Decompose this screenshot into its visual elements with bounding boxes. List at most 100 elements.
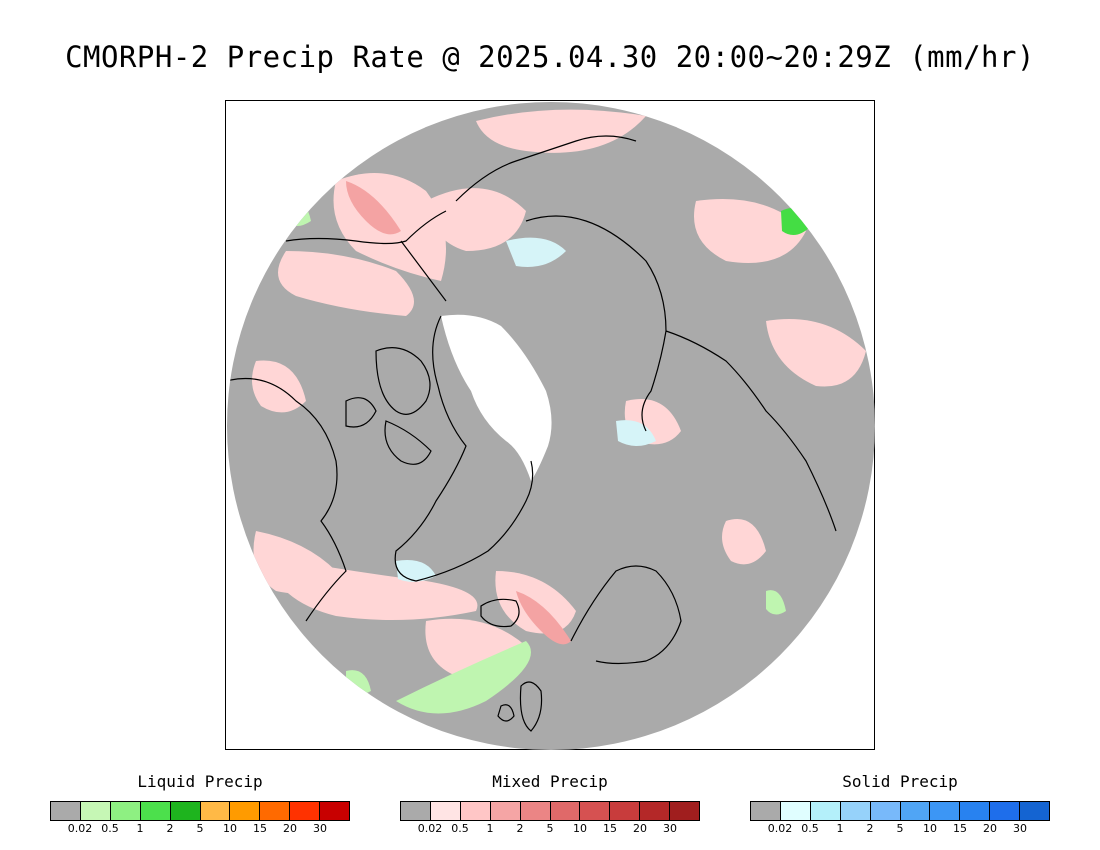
legend-tick-label: 0.02	[417, 822, 443, 835]
legend-colorbar	[50, 801, 350, 821]
precip-region-mixed	[722, 519, 766, 565]
legend-tick-label: 5	[896, 822, 904, 835]
precip-region-liquid	[766, 590, 786, 615]
legend-solid: Solid Precip 0.02 0.5 1 2 5 10 15 20 30	[750, 772, 1050, 836]
precip-region-solid	[396, 560, 436, 582]
legend-tick-label: 0.5	[801, 822, 819, 835]
legend-swatch	[900, 802, 931, 820]
precip-region-liquid	[396, 641, 531, 714]
legend-swatch	[780, 802, 811, 820]
precip-region-mixed	[476, 109, 646, 153]
legend-tick-label: 15	[953, 822, 967, 835]
legend-tick-label: 1	[486, 822, 494, 835]
coastline-siberia	[455, 135, 667, 432]
legend-tick-label: 2	[516, 822, 524, 835]
legend-swatch	[290, 802, 321, 820]
legend-ticks: 0.02 0.5 1 2 5 10 15 20 30	[750, 822, 1050, 836]
legend-swatch	[110, 802, 141, 820]
legend-tick-label: 1	[136, 822, 144, 835]
dateline-segment	[400, 240, 447, 302]
coastline-greenland	[394, 315, 534, 582]
coastline-alaska	[285, 210, 447, 245]
legend-swatch	[870, 802, 901, 820]
legend-swatch	[401, 802, 431, 820]
legend-swatch	[200, 802, 231, 820]
map-svg	[227, 102, 875, 750]
precip-region-solid	[616, 420, 656, 446]
legend-colorbar	[750, 801, 1050, 821]
legend-ticks: 0.02 0.5 1 2 5 10 15 20 30	[50, 822, 350, 836]
polar-precip-map	[225, 100, 875, 750]
legend-tick-label: 20	[283, 822, 297, 835]
legend-swatch	[1020, 802, 1050, 820]
legend-swatch	[260, 802, 291, 820]
precip-region-mixed	[266, 556, 478, 620]
coastline-british-isles	[497, 681, 543, 732]
coastline-iceland	[480, 598, 520, 628]
legend-swatch	[610, 802, 641, 820]
legend-swatch	[751, 802, 781, 820]
legend-swatch	[490, 802, 521, 820]
legend-tick-label: 2	[166, 822, 174, 835]
legend-swatch	[520, 802, 551, 820]
legend-swatch	[80, 802, 111, 820]
legend-swatch	[430, 802, 461, 820]
legend-tick-label: 15	[603, 822, 617, 835]
legend-tick-label: 10	[223, 822, 237, 835]
precip-region-mixed	[426, 188, 526, 251]
precip-region-mixed-moderate	[346, 181, 401, 235]
ice-sheet-area	[441, 314, 552, 481]
precip-region-mixed	[252, 360, 306, 413]
coastline-russia	[665, 330, 837, 532]
legend-swatch	[140, 802, 171, 820]
legend-title: Solid Precip	[842, 772, 958, 791]
precip-region-mixed	[694, 199, 806, 263]
legend-tick-label: 30	[1013, 822, 1027, 835]
legend-tick-label: 2	[866, 822, 874, 835]
coastlines	[227, 135, 837, 732]
legend-swatch	[51, 802, 81, 820]
legend-swatch	[170, 802, 201, 820]
legend-swatch	[320, 802, 350, 820]
legend-tick-label: 15	[253, 822, 267, 835]
precip-region-liquid	[286, 200, 311, 226]
legend-swatch	[640, 802, 671, 820]
legend-tick-label: 0.02	[767, 822, 793, 835]
legend-title: Liquid Precip	[137, 772, 263, 791]
legend-tick-label: 10	[923, 822, 937, 835]
legend-ticks: 0.02 0.5 1 2 5 10 15 20 30	[400, 822, 700, 836]
legend-swatch	[670, 802, 700, 820]
legend-swatch	[840, 802, 871, 820]
legend-swatch	[550, 802, 581, 820]
legend-swatch	[580, 802, 611, 820]
legend-liquid: Liquid Precip 0.02 0.5 1 2 5 10 15 20 30	[50, 772, 350, 836]
precip-region-mixed-moderate	[516, 591, 571, 645]
legend-tick-label: 5	[196, 822, 204, 835]
coastline-north-america	[227, 377, 347, 622]
precip-region-mixed	[278, 251, 414, 316]
legend-tick-label: 20	[983, 822, 997, 835]
legend-tick-label: 5	[546, 822, 554, 835]
legend-tick-label: 1	[836, 822, 844, 835]
legend-mixed: Mixed Precip 0.02 0.5 1 2 5 10 15 20 30	[400, 772, 700, 836]
precip-areas	[252, 109, 866, 714]
chart-title: CMORPH-2 Precip Rate @ 2025.04.30 20:00~…	[65, 40, 1035, 74]
legend-tick-label: 0.5	[451, 822, 469, 835]
legend-swatch	[990, 802, 1021, 820]
legend-swatch	[810, 802, 841, 820]
legend-swatch	[460, 802, 491, 820]
precip-region-mixed	[766, 319, 866, 387]
legend-tick-label: 0.02	[67, 822, 93, 835]
legend-tick-label: 20	[633, 822, 647, 835]
coastline-canada-archipelago	[345, 347, 432, 465]
legend-swatch	[230, 802, 261, 820]
legend-colorbar	[400, 801, 700, 821]
legend-tick-label: 0.5	[101, 822, 119, 835]
legend-swatch	[960, 802, 991, 820]
legend-title: Mixed Precip	[492, 772, 608, 791]
legend-tick-label: 30	[663, 822, 677, 835]
legend-swatch	[930, 802, 961, 820]
coastline-scandinavia	[570, 565, 682, 665]
legend-tick-label: 10	[573, 822, 587, 835]
precip-region-solid	[506, 237, 566, 267]
